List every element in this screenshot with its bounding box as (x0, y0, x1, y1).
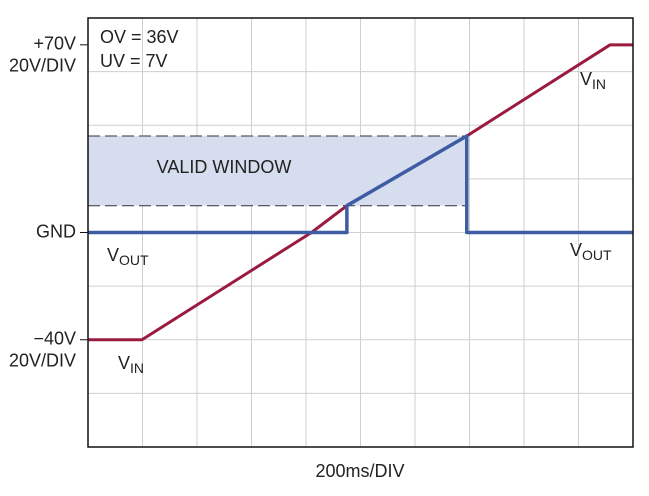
scale-label: 20V/DIV (9, 56, 76, 76)
label-sub: IN (592, 76, 606, 92)
trace-label: VIN (118, 353, 144, 376)
window-label: VALID WINDOW (157, 157, 292, 177)
scale-label: 20V/DIV (9, 351, 76, 371)
label-sub: OUT (119, 252, 149, 268)
label-main: V (580, 69, 592, 89)
label-main: V (107, 245, 119, 265)
y-tick-label: +70V (33, 34, 76, 54)
setting-text: OV = 36V (100, 27, 179, 47)
trace-label: VOUT (107, 245, 149, 268)
trace (88, 134, 633, 235)
x-axis-label: 200ms/DIV (315, 461, 404, 481)
label-main: V (118, 353, 130, 373)
trace-label: VOUT (570, 240, 612, 263)
trace-label: VIN (580, 69, 606, 92)
label-sub: IN (130, 360, 144, 376)
y-tick-label: GND (36, 221, 76, 241)
y-tick-label: −40V (33, 329, 76, 349)
label-main: V (570, 240, 582, 260)
label-sub: OUT (582, 247, 612, 263)
setting-text: UV = 7V (100, 51, 168, 71)
